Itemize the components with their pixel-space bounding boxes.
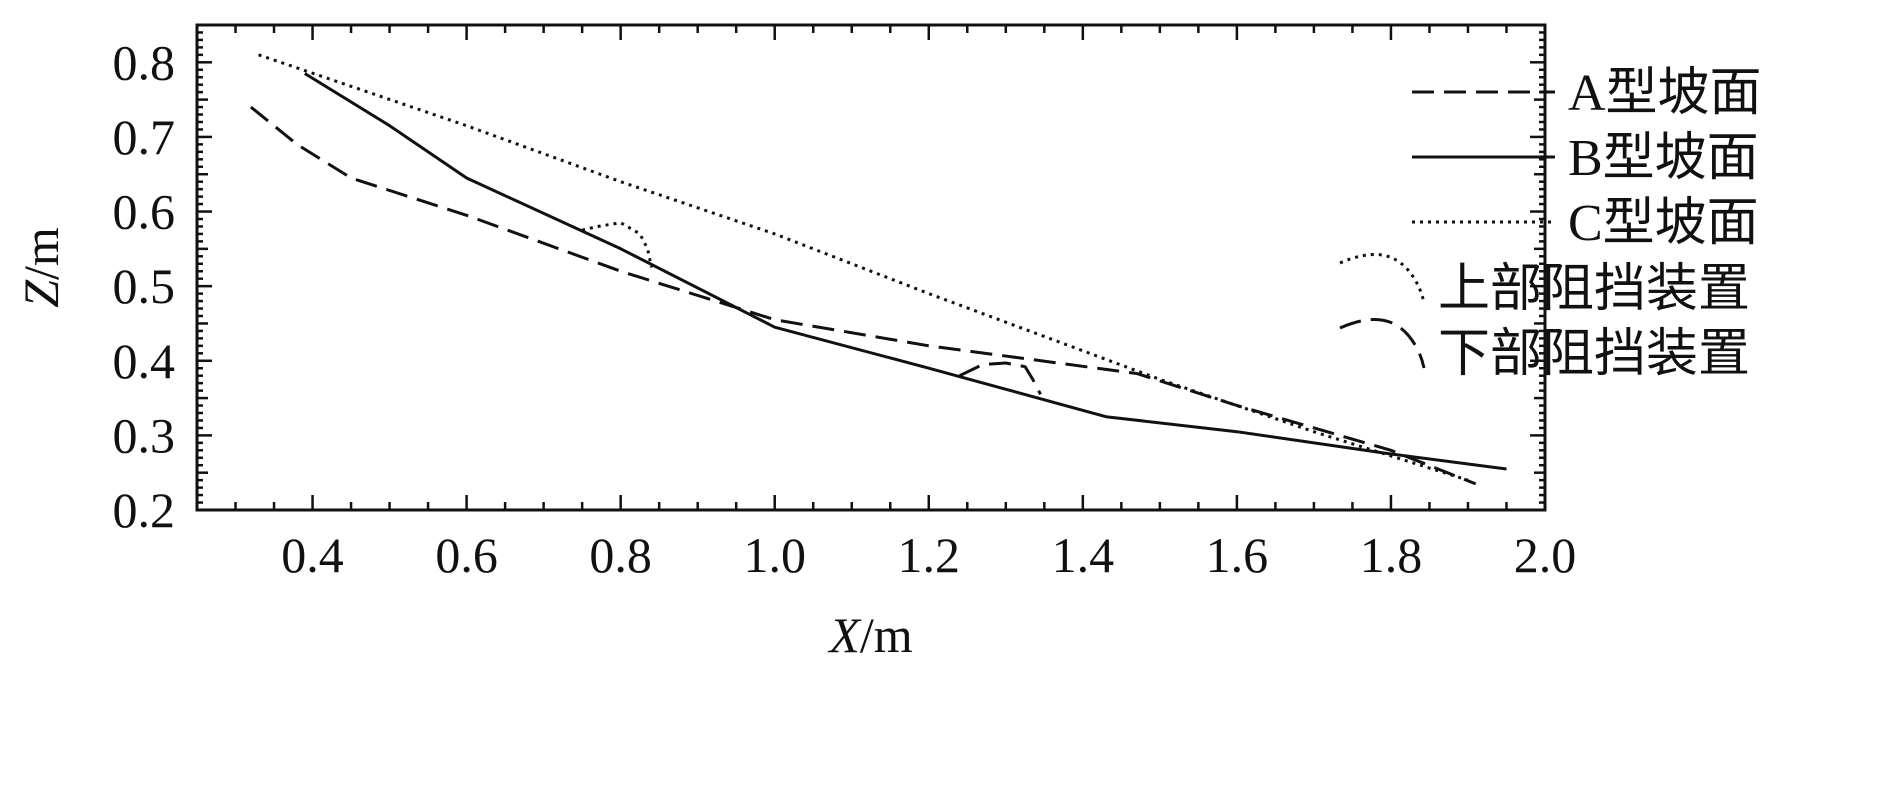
x-tick-label: 1.0: [743, 527, 806, 583]
series-layer: [249, 53, 1507, 486]
x-tick-label: 1.8: [1360, 527, 1423, 583]
x-tick-label: 1.6: [1206, 527, 1269, 583]
y-axis-variable: Z: [13, 279, 69, 308]
legend-label-5: 下部阻挡装置: [1438, 326, 1750, 383]
y-tick-label: 0.3: [113, 407, 176, 463]
x-tick-label: 2.0: [1514, 527, 1577, 583]
x-tick-label: 0.4: [281, 527, 344, 583]
legend-sample-4: [1339, 253, 1426, 304]
x-axis-title: X/m: [827, 607, 912, 663]
legend-label-4: 上部阻挡装置: [1438, 261, 1750, 318]
tick-labels: 0.4 0.6 0.8 1.0 1.2 1.4 1.6 1.8 2.0 0.2 0.3 0.4 0.5 0…: [113, 34, 1577, 583]
plot-frame: [195, 23, 1547, 512]
series-line-2: [304, 72, 1507, 471]
y-tick-label: 0.4: [113, 333, 176, 389]
x-tick-label: 1.2: [898, 527, 961, 583]
legend-label-2: B型坡面: [1568, 130, 1759, 187]
series-line-5: [958, 361, 1042, 395]
ticks-layer: [195, 23, 1547, 512]
y-tick-label: 0.5: [113, 258, 176, 314]
x-axis-variable: X: [827, 607, 862, 663]
y-tick-label: 0.7: [113, 109, 176, 165]
legend-label-3: C型坡面: [1568, 195, 1759, 252]
legend-label-1: A型坡面: [1568, 65, 1762, 122]
x-tick-label: 0.8: [589, 527, 652, 583]
legend-sample-5: [1339, 318, 1426, 369]
x-axis-unit: /m: [860, 607, 913, 663]
series-line-1: [249, 105, 1477, 486]
y-tick-label: 0.2: [113, 482, 176, 538]
y-axis-unit: /m: [13, 227, 69, 280]
x-tick-label: 1.4: [1052, 527, 1115, 583]
y-tick-label: 0.8: [113, 34, 176, 90]
y-axis-title: Z/m: [13, 227, 69, 308]
series-line-4: [581, 221, 653, 268]
y-tick-label: 0.6: [113, 184, 176, 240]
x-tick-label: 0.6: [435, 527, 498, 583]
